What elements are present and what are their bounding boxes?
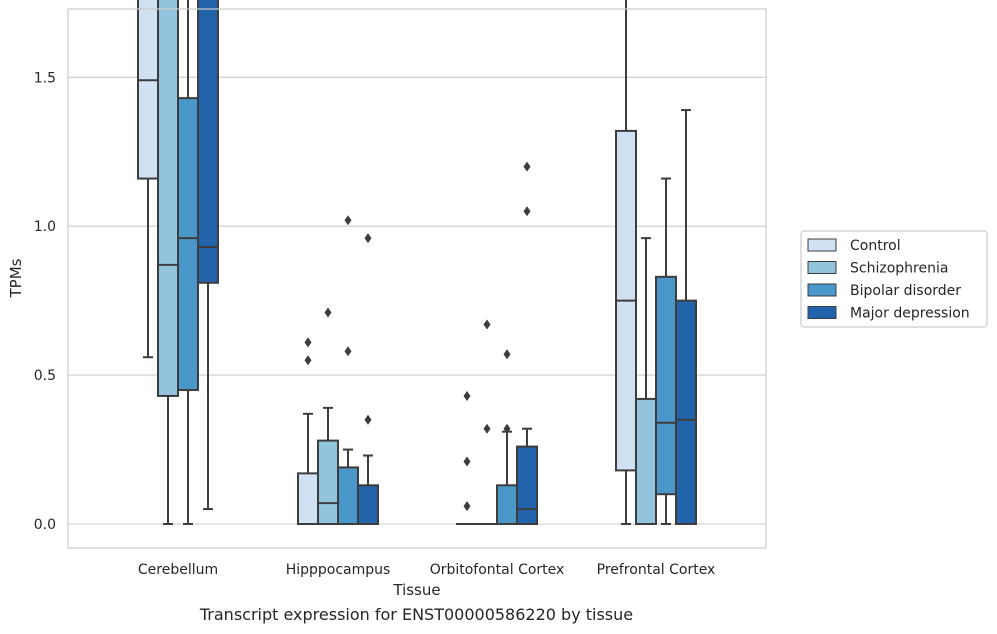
outlier-point — [523, 161, 531, 172]
box-body — [516, 445, 538, 525]
y-tick-label: 1.0 — [34, 219, 56, 235]
box-body — [297, 472, 319, 525]
box-control — [297, 337, 319, 525]
x-axis-label: Tissue — [392, 581, 440, 599]
legend-label: Bipolar disorder — [850, 283, 961, 299]
outlier-point — [483, 319, 491, 330]
box-body — [655, 275, 677, 496]
box-schizophrenia — [157, 0, 179, 525]
box-body — [197, 0, 219, 284]
plot-frame — [67, 8, 767, 549]
box-major-depression — [357, 233, 379, 526]
outlier-point — [324, 307, 332, 318]
y-axis-label: TPMs — [7, 258, 25, 298]
box-body — [317, 439, 339, 525]
box-schizophrenia — [317, 307, 339, 525]
legend-label: Control — [850, 238, 901, 254]
legend-swatch — [807, 306, 837, 319]
box-control — [615, 0, 637, 525]
x-tick-label: Hipppocampus — [286, 562, 391, 578]
box-control — [137, 0, 159, 359]
outlier-point — [463, 390, 471, 401]
y-tick-label: 0.5 — [34, 368, 56, 384]
outlier-point — [463, 501, 471, 512]
chart-caption: Transcript expression for ENST0000058622… — [199, 605, 634, 624]
box-schizophrenia — [635, 237, 657, 526]
box-body — [157, 0, 179, 397]
box-bipolar-disorder — [177, 0, 199, 525]
outlier-point — [304, 355, 312, 366]
outlier-point — [364, 414, 372, 425]
outlier-point — [523, 206, 531, 217]
outlier-point — [344, 215, 352, 226]
outlier-point — [304, 337, 312, 348]
legend-swatch — [807, 238, 837, 252]
legend-label: Schizophrenia — [850, 261, 948, 277]
box-major-depression — [516, 161, 538, 525]
outlier-point — [344, 346, 352, 357]
y-tick-label: 0.0 — [34, 517, 56, 533]
outlier-point — [503, 349, 511, 360]
box-body — [357, 484, 379, 526]
legend-swatch — [807, 283, 837, 297]
box-body — [675, 299, 697, 525]
y-tick-label: 1.5 — [34, 70, 56, 86]
legend-label: Major depression — [850, 306, 970, 322]
outlier-point — [483, 423, 491, 434]
box-bipolar-disorder — [496, 349, 518, 526]
x-tick-label: Cerebellum — [138, 562, 218, 578]
outlier-point — [503, 423, 511, 434]
box-body — [496, 484, 518, 526]
x-axis-ticks: Cerebellum Hipppocampus Orbitofontal Corte… — [138, 562, 715, 578]
x-tick-label: Orbitofontal Cortex — [430, 562, 565, 578]
legend-swatch — [807, 261, 837, 274]
x-tick-label: Prefrontal Cortex — [597, 562, 716, 578]
outlier-point — [364, 233, 372, 244]
legend: Control Schizophrenia Bipolar disorder Majo… — [800, 230, 988, 328]
box-major-depression — [197, 0, 219, 511]
box-body — [137, 0, 159, 180]
outlier-point — [463, 456, 471, 467]
plot-area — [137, 0, 697, 526]
box-body — [337, 466, 359, 525]
legend-box — [800, 230, 988, 328]
box-schizophrenia — [476, 319, 498, 526]
box-major-depression — [675, 109, 697, 525]
box-body — [635, 397, 657, 526]
box-control — [456, 390, 478, 526]
box-bipolar-disorder — [337, 215, 359, 525]
box-bipolar-disorder — [655, 177, 677, 525]
box-body — [177, 97, 199, 391]
y-axis-ticks: 0.00.51.01.52.02.53.0 — [34, 70, 56, 533]
